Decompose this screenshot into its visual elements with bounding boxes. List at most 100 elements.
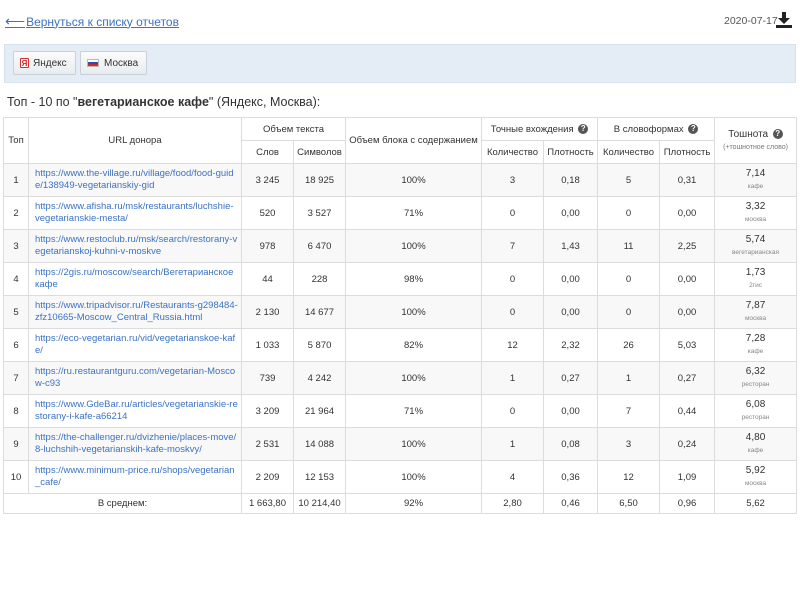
exact-density: 0,18: [543, 163, 599, 197]
wordform-count: 26: [597, 328, 661, 362]
toxicity-word: 2гис: [749, 281, 762, 289]
row-number: 5: [3, 295, 29, 329]
header-block-volume: Объем блока с содержанием: [345, 117, 483, 164]
block-volume: 71%: [345, 394, 483, 428]
table-row: 4 https://2gis.ru/moscow/search/Вегетариа…: [3, 262, 798, 296]
average-exact-count: 2,80: [481, 493, 545, 514]
wordform-count: 3: [597, 427, 661, 461]
heading-query: вегетарианское кафе: [77, 95, 209, 109]
header-top: Топ: [3, 117, 29, 164]
donor-url: https://2gis.ru/moscow/search/Вегетариан…: [28, 262, 242, 296]
help-icon[interactable]: ?: [772, 128, 783, 139]
toxicity-cell: 3,32 москва: [714, 196, 798, 230]
donor-url-link[interactable]: https://the-challenger.ru/dvizhenie/plac…: [35, 432, 237, 455]
donor-url-link[interactable]: https://www.tripadvisor.ru/Restaurants-g…: [35, 300, 238, 323]
words-count: 2 531: [241, 427, 294, 461]
header-wordforms-label: В словоформах: [613, 123, 684, 135]
donor-url: https://www.minimum-price.ru/shops/veget…: [28, 460, 242, 494]
donor-url-link[interactable]: https://ru.restaurantguru.com/vegetarian…: [35, 366, 236, 389]
row-number: 3: [3, 229, 29, 263]
block-volume: 100%: [345, 361, 483, 395]
wordform-count: 0: [597, 295, 661, 329]
search-engine-button[interactable]: Я Яндекс: [13, 51, 76, 75]
table-row: 5 https://www.tripadvisor.ru/Restaurants-…: [3, 295, 798, 329]
words-count: 3 209: [241, 394, 294, 428]
toxicity-word: вегетарианская: [732, 248, 780, 256]
donor-url: https://the-challenger.ru/dvizhenie/plac…: [28, 427, 242, 461]
wordform-density: 0,44: [659, 394, 716, 428]
toxicity-word: ресторан: [741, 380, 770, 388]
words-count: 978: [241, 229, 294, 263]
donor-url-link[interactable]: https://eco-vegetarian.ru/vid/vegetarian…: [35, 333, 236, 356]
back-to-reports-link[interactable]: ⟵ Вернуться к списку отчетов: [5, 13, 179, 30]
donor-url: https://www.afisha.ru/msk/restaurants/lu…: [28, 196, 242, 230]
header-exact-density: Плотность: [543, 140, 599, 164]
wordform-density: 0,00: [659, 262, 716, 296]
donor-url: https://www.the-village.ru/village/food/…: [28, 163, 242, 197]
donor-url-link[interactable]: https://www.restoclub.ru/msk/search/rest…: [35, 234, 238, 257]
exact-count: 1: [481, 361, 545, 395]
wordform-density: 1,09: [659, 460, 716, 494]
exact-count: 0: [481, 262, 545, 296]
toxicity-value: 7,28: [745, 332, 766, 344]
donor-url: https://www.tripadvisor.ru/Restaurants-g…: [28, 295, 242, 329]
block-volume: 71%: [345, 196, 483, 230]
wordform-count: 12: [597, 460, 661, 494]
report-date: 2020-07-17: [724, 15, 778, 27]
toxicity-cell: 5,92 москва: [714, 460, 798, 494]
wordform-count: 5: [597, 163, 661, 197]
region-button[interactable]: Москва: [80, 51, 147, 75]
block-volume: 100%: [345, 295, 483, 329]
donor-url: https://www.restoclub.ru/msk/search/rest…: [28, 229, 242, 263]
download-icon[interactable]: [775, 11, 793, 29]
header-wordforms: В словоформах ?: [597, 117, 716, 141]
toxicity-word: кафе: [747, 182, 764, 190]
exact-density: 0,08: [543, 427, 599, 461]
donor-url: https://eco-vegetarian.ru/vid/vegetarian…: [28, 328, 242, 362]
wordform-density: 0,00: [659, 295, 716, 329]
donor-url: https://ru.restaurantguru.com/vegetarian…: [28, 361, 242, 395]
chars-count: 6 470: [292, 229, 347, 263]
toxicity-value: 4,80: [745, 431, 766, 443]
header-words: Слов: [241, 140, 294, 164]
donor-url-link[interactable]: https://www.afisha.ru/msk/restaurants/lu…: [35, 201, 234, 224]
chars-count: 5 870: [292, 328, 347, 362]
words-count: 1 033: [241, 328, 294, 362]
header-text-volume: Объем текста: [240, 117, 347, 141]
row-number: 8: [3, 394, 29, 428]
toxicity-cell: 6,32 ресторан: [714, 361, 798, 395]
heading-suffix: " (Яндекс, Москва):: [208, 95, 321, 109]
toxicity-value: 7,14: [745, 167, 766, 179]
wordform-count: 7: [597, 394, 661, 428]
toxicity-cell: 5,74 вегетарианская: [714, 229, 798, 263]
donor-url-link[interactable]: https://2gis.ru/moscow/search/Вегетариан…: [35, 267, 234, 290]
table-row: 9 https://the-challenger.ru/dvizhenie/pla…: [3, 427, 798, 461]
block-volume: 100%: [345, 427, 483, 461]
exact-count: 0: [481, 295, 545, 329]
average-label: В среднем:: [3, 493, 242, 514]
wordform-density: 0,27: [659, 361, 716, 395]
table-row: 1 https://www.the-village.ru/village/food…: [3, 163, 798, 197]
toxicity-word: москва: [744, 314, 767, 322]
exact-count: 4: [481, 460, 545, 494]
toxicity-cell: 1,73 2гис: [714, 262, 798, 296]
average-row: В среднем: 1 663,80 10 214,40 92% 2,80 0…: [3, 493, 798, 514]
table-row: 10 https://www.minimum-price.ru/shops/veg…: [3, 460, 798, 494]
chars-count: 4 242: [292, 361, 347, 395]
search-engine-label: Яндекс: [33, 57, 67, 69]
wordform-count: 1: [597, 361, 661, 395]
help-icon[interactable]: ?: [578, 123, 589, 134]
donor-url-link[interactable]: https://www.the-village.ru/village/food/…: [35, 168, 234, 191]
average-words: 1 663,80: [241, 493, 294, 514]
toxicity-value: 5,92: [745, 464, 766, 476]
words-count: 2 209: [241, 460, 294, 494]
exact-density: 0,00: [543, 394, 599, 428]
donor-url-link[interactable]: https://www.GdeBar.ru/articles/vegetaria…: [35, 399, 238, 422]
chars-count: 21 964: [292, 394, 347, 428]
help-icon[interactable]: ?: [688, 123, 699, 134]
table-row: 8 https://www.GdeBar.ru/articles/vegetari…: [3, 394, 798, 428]
header-toxicity-note: (+тошнотное слово): [723, 143, 788, 151]
donor-url-link[interactable]: https://www.minimum-price.ru/shops/veget…: [35, 465, 235, 488]
toxicity-cell: 4,80 кафе: [714, 427, 798, 461]
exact-density: 2,32: [543, 328, 599, 362]
